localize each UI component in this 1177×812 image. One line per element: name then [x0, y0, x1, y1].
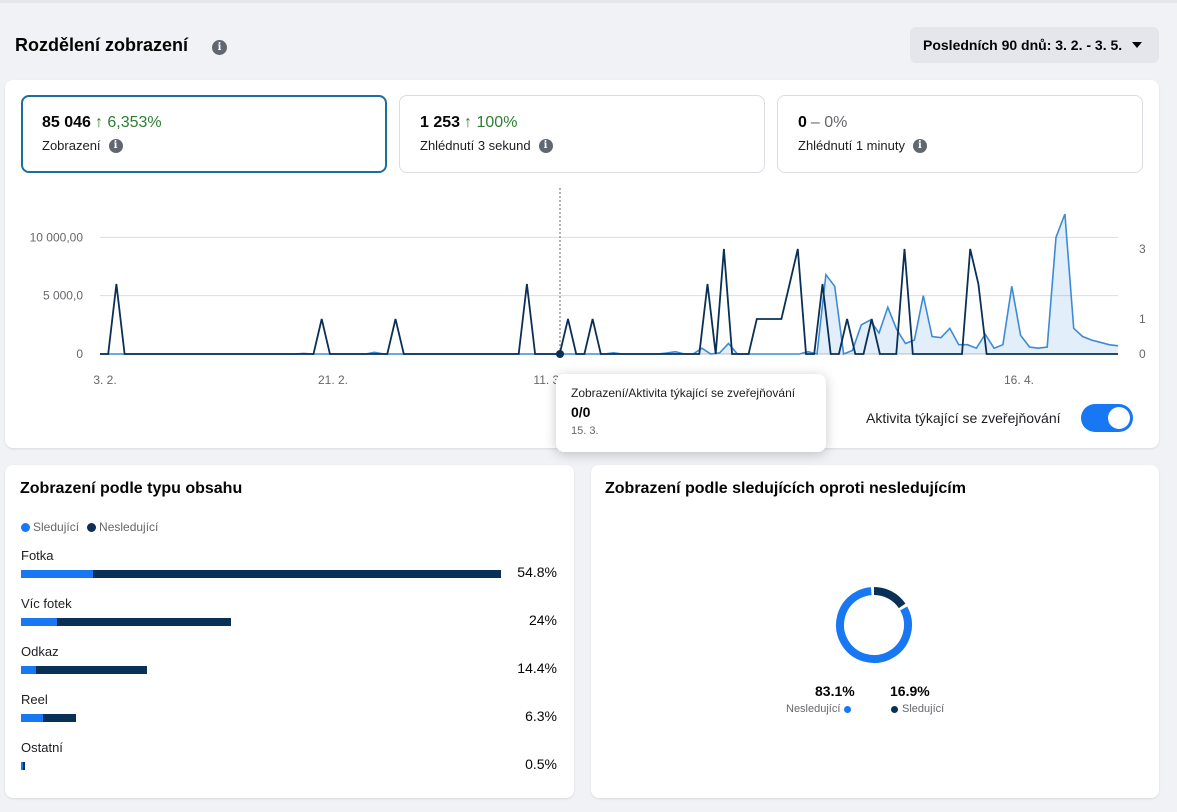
content-type-bar[interactable] — [21, 618, 232, 626]
caret-down-icon — [1132, 42, 1143, 48]
metric-label: Zhlédnutí 3 sekund — [420, 138, 531, 153]
views-line — [100, 213, 1119, 356]
toggle-knob — [1107, 407, 1130, 429]
content-type-label: Fotka — [21, 548, 54, 563]
metric-change: – 0% — [810, 114, 848, 131]
metric-value: 1 253 — [420, 114, 461, 131]
dot-icon — [21, 522, 30, 532]
dot-icon — [891, 705, 898, 713]
dot-icon — [844, 705, 852, 713]
metric-label: Zobrazení — [42, 138, 101, 153]
x-axis-tick: 21. 2. — [318, 373, 348, 387]
nonfollowers-segment — [93, 570, 501, 578]
followers-pct: 16.9% — [890, 683, 930, 699]
right-axis-tick: 1 — [1139, 312, 1146, 326]
followers-donut-chart[interactable] — [829, 580, 919, 670]
content-type-bar[interactable] — [21, 714, 77, 722]
content-type-pct: 54.8% — [517, 564, 557, 580]
content-type-pct: 0.5% — [525, 756, 557, 772]
right-axis-tick: 3 — [1139, 242, 1146, 256]
nonfollowers-segment — [36, 666, 148, 674]
page-title: Rozdělení zobrazení — [15, 35, 189, 55]
x-axis-tick: 3. 2. — [93, 373, 116, 387]
card-title: Zobrazení podle sledujících oproti nesle… — [605, 480, 966, 497]
metric-label: Zhlédnutí 1 minuty — [798, 138, 905, 153]
content-type-label: Víc fotek — [21, 596, 72, 611]
content-type-card: Zobrazení podle typu obsahu Sledující Ne… — [5, 465, 574, 798]
followers-segment — [21, 570, 93, 578]
chart-tooltip: Zobrazení/Aktivita týkající se zveřejňov… — [556, 374, 826, 452]
metric-value: 0 — [798, 114, 807, 131]
nonfollowers-pct: 83.1% — [815, 683, 855, 699]
followers-segment — [21, 714, 44, 722]
left-axis-tick: 0 — [76, 347, 83, 361]
nonfollowers-segment — [22, 762, 26, 770]
info-icon[interactable]: i — [912, 138, 927, 153]
content-type-bar[interactable] — [21, 762, 26, 770]
content-type-pct: 14.4% — [517, 660, 557, 676]
legend: Sledující Nesledující — [21, 520, 158, 534]
views-line-chart[interactable]: 0 5 000,0 10 000,00 0 1 3 3. 2. 21. 2. 11. 3. 16.… — [5, 180, 1159, 390]
activity-toggle-row: Aktivita týkající se zveřejňování — [866, 404, 1133, 432]
tooltip-date: 15. 3. — [571, 425, 599, 437]
info-icon[interactable]: i — [212, 40, 227, 55]
metric-card-1min-views[interactable]: 0– 0% Zhlédnutí 1 minuty i — [777, 95, 1143, 173]
content-type-label: Odkaz — [21, 644, 59, 659]
followers-arc — [836, 587, 912, 663]
followers-card: Zobrazení podle sledujících oproti nesle… — [591, 465, 1159, 798]
nonfollowers-segment — [43, 714, 77, 722]
card-title: Zobrazení podle typu obsahu — [20, 480, 243, 497]
followers-segment — [21, 666, 37, 674]
left-axis-tick: 10 000,00 — [30, 230, 84, 244]
legend-nonfollowers: Nesledující — [786, 703, 852, 715]
right-axis-tick: 0 — [1139, 347, 1146, 361]
content-type-label: Ostatní — [21, 740, 63, 755]
info-icon[interactable]: i — [108, 138, 123, 153]
x-axis-tick: 16. 4. — [1004, 373, 1034, 387]
hover-point — [556, 350, 564, 358]
tooltip-value: 0/0 — [571, 404, 591, 420]
followers-segment — [21, 618, 57, 626]
date-range-label: Posledních 90 dnů: 3. 2. - 3. 5. — [923, 37, 1123, 53]
legend-followers: Sledující — [891, 703, 944, 715]
left-axis-tick: 5 000,0 — [43, 289, 83, 303]
date-range-dropdown[interactable]: Posledních 90 dnů: 3. 2. - 3. 5. — [910, 27, 1159, 63]
content-type-pct: 24% — [528, 612, 557, 628]
content-type-bar[interactable] — [21, 666, 148, 674]
metric-card-views[interactable]: 85 046 ↑ 6,353% Zobrazení i — [21, 95, 387, 173]
metric-change: ↑ 6,353% — [94, 114, 162, 131]
metric-change: ↑ 100% — [464, 114, 518, 131]
activity-toggle[interactable] — [1080, 404, 1133, 432]
info-icon[interactable]: i — [538, 138, 553, 153]
legend-followers: Sledující — [21, 520, 79, 534]
x-axis-tick: 11. 3. — [533, 373, 562, 387]
content-type-bar[interactable] — [21, 570, 501, 578]
top-divider — [0, 0, 1177, 3]
metric-value: 85 046 — [42, 114, 91, 131]
views-area — [100, 214, 1118, 354]
legend-nonfollowers: Nesledující — [87, 520, 158, 534]
content-type-pct: 6.3% — [525, 708, 557, 724]
content-type-label: Reel — [21, 692, 48, 707]
followers-segment — [21, 762, 23, 770]
dot-icon — [87, 522, 97, 532]
toggle-label: Aktivita týkající se zveřejňování — [866, 410, 1061, 426]
metric-card-3s-views[interactable]: 1 253 ↑ 100% Zhlédnutí 3 sekund i — [399, 95, 765, 173]
nonfollowers-segment — [56, 618, 232, 626]
activity-line — [100, 248, 1118, 355]
tooltip-title: Zobrazení/Aktivita týkající se zveřejňov… — [571, 386, 796, 400]
